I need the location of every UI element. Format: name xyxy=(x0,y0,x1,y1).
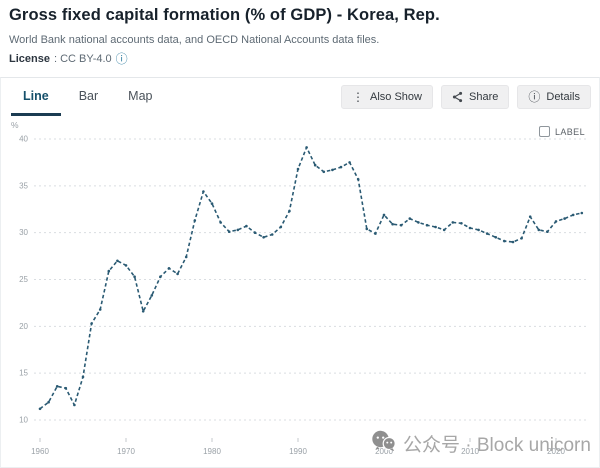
license-label: License xyxy=(9,53,50,65)
license-row: License : CC BY-4.0 ⓘ xyxy=(9,53,590,65)
label-checkbox-text: LABEL xyxy=(554,126,585,137)
svg-text:%: % xyxy=(11,120,19,130)
share-icon xyxy=(452,91,463,103)
tab-line[interactable]: Line xyxy=(11,78,61,116)
also-show-label: Also Show xyxy=(370,91,422,103)
tab-map[interactable]: Map xyxy=(128,89,153,103)
svg-text:40: 40 xyxy=(19,134,28,143)
svg-text:10: 10 xyxy=(19,416,28,425)
chart-type-tabs: Line Bar Map xyxy=(1,78,170,116)
license-value: : CC BY-4.0 xyxy=(53,53,112,65)
svg-text:2000: 2000 xyxy=(375,447,393,456)
chart-actions: ⋮ Also Show Share xyxy=(341,85,591,109)
svg-text:1970: 1970 xyxy=(117,447,135,456)
also-show-button[interactable]: ⋮ Also Show xyxy=(341,85,433,109)
details-button[interactable]: ⓘ Details xyxy=(517,85,591,109)
svg-text:25: 25 xyxy=(19,275,28,284)
tab-bar[interactable]: Bar xyxy=(78,89,99,103)
checkbox-icon[interactable] xyxy=(538,126,550,137)
chart-panel: Line Bar Map ⋮ Also Show xyxy=(0,77,600,468)
data-series-korea[interactable] xyxy=(38,146,584,411)
svg-text:30: 30 xyxy=(19,228,28,237)
share-label: Share xyxy=(469,91,499,103)
source-subtitle: World Bank national accounts data, and O… xyxy=(9,34,380,46)
svg-text:1980: 1980 xyxy=(203,447,221,456)
chart-svg: 10 15 20 25 30 35 40% 1960 1970 1980 1990 2000 2010 2… xyxy=(11,120,588,456)
svg-text:15: 15 xyxy=(19,369,28,378)
info-circle-icon: ⓘ xyxy=(528,90,541,104)
svg-text:2020: 2020 xyxy=(547,447,565,456)
kebab-menu-icon: ⋮ xyxy=(352,90,365,104)
label-checkbox[interactable]: LABEL xyxy=(538,126,585,137)
share-button[interactable]: Share xyxy=(441,85,510,109)
header: Gross fixed capital formation (% of GDP)… xyxy=(0,0,600,65)
svg-text:1990: 1990 xyxy=(289,447,307,456)
svg-text:35: 35 xyxy=(19,181,28,190)
svg-text:2010: 2010 xyxy=(461,447,479,456)
license-info-icon[interactable]: ⓘ xyxy=(115,52,128,66)
line-chart[interactable]: 10 15 20 25 30 35 40% 1960 1970 1980 1990 2000 2010 2… xyxy=(0,118,600,468)
details-label: Details xyxy=(546,91,580,103)
svg-text:1960: 1960 xyxy=(31,447,49,456)
page-title: Gross fixed capital formation (% of GDP)… xyxy=(9,6,440,24)
svg-text:20: 20 xyxy=(19,322,28,331)
